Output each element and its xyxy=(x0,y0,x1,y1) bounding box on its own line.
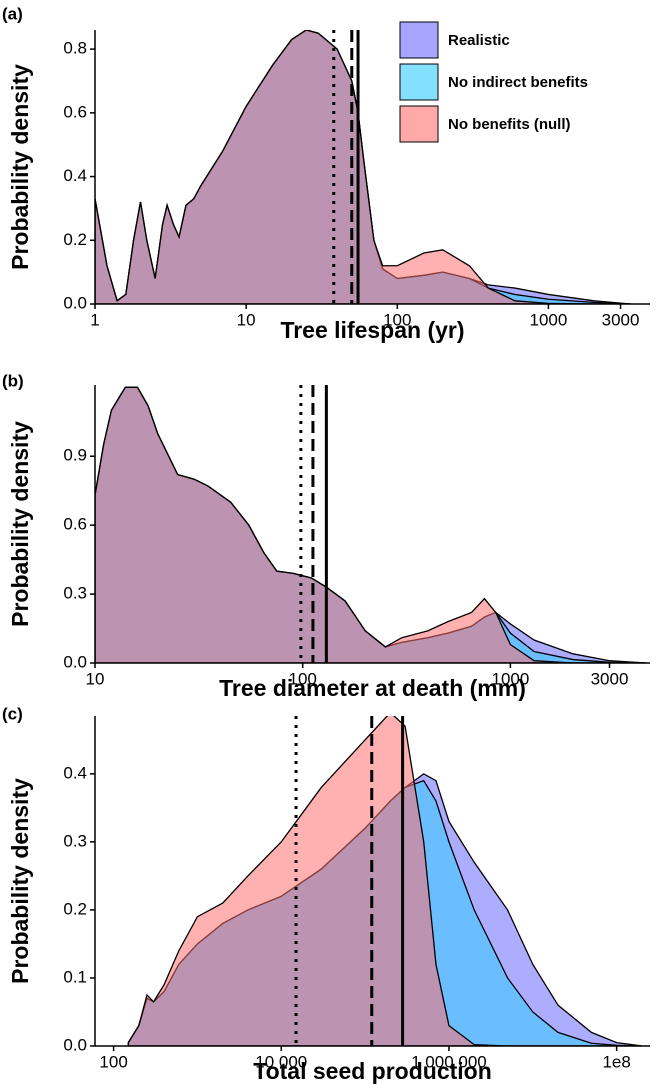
y-tick-label: 0.0 xyxy=(63,1035,87,1054)
x-axis-title: Total seed production xyxy=(253,1058,492,1084)
y-tick-label: 0.4 xyxy=(63,166,87,185)
x-tick-label: 3000 xyxy=(602,310,640,329)
y-tick-label: 0.3 xyxy=(63,831,87,850)
y-tick-label: 0.0 xyxy=(63,293,87,312)
y-axis-title: Probability density xyxy=(7,421,33,627)
x-tick-label: 3000 xyxy=(591,669,629,688)
x-tick-label: 1 xyxy=(90,310,99,329)
x-axis-title: Tree diameter at death (mm) xyxy=(219,675,526,701)
density-area xyxy=(95,30,631,304)
x-tick-label: 1e8 xyxy=(602,1052,630,1071)
legend-swatch xyxy=(399,105,439,143)
x-tick-label: 100 xyxy=(289,669,317,688)
y-tick-label: 0.6 xyxy=(63,515,87,534)
density-area xyxy=(95,386,647,663)
y-tick-label: 0.8 xyxy=(63,39,87,58)
x-tick-label: 10 xyxy=(86,669,105,688)
x-tick-label: 1 000 000 xyxy=(411,1052,487,1071)
x-tick-label: 1000 xyxy=(530,310,568,329)
x-tick-label: 1000 xyxy=(491,669,529,688)
y-tick-label: 0.2 xyxy=(63,899,87,918)
panel-label: (b) xyxy=(2,371,24,390)
x-tick-label: 100 xyxy=(383,310,411,329)
x-tick-label: 10 xyxy=(237,310,256,329)
x-axis-title: Tree lifespan (yr) xyxy=(280,317,464,343)
x-tick-label: 10 000 xyxy=(255,1052,307,1071)
panel-label: (c) xyxy=(2,704,23,723)
legend-label: No benefits (null) xyxy=(448,116,571,133)
y-tick-label: 0.9 xyxy=(63,446,87,465)
legend-swatch xyxy=(399,63,439,101)
legend-swatch xyxy=(399,21,439,59)
y-tick-label: 0.2 xyxy=(63,230,87,249)
y-tick-label: 0.1 xyxy=(63,967,87,986)
panel-label: (a) xyxy=(2,4,23,23)
plot-area xyxy=(127,716,642,1046)
y-tick-label: 0.0 xyxy=(63,652,87,671)
legend-label: No indirect benefits xyxy=(448,74,588,91)
y-tick-label: 0.3 xyxy=(63,584,87,603)
y-tick-label: 0.4 xyxy=(63,763,87,782)
y-axis-title: Probability density xyxy=(7,778,33,984)
legend-label: Realistic xyxy=(448,32,510,49)
y-tick-label: 0.6 xyxy=(63,102,87,121)
plot-area xyxy=(95,30,631,304)
x-tick-label: 100 xyxy=(99,1052,127,1071)
density-area xyxy=(127,716,642,1046)
plot-area xyxy=(95,386,647,663)
y-axis-title: Probability density xyxy=(7,64,33,270)
